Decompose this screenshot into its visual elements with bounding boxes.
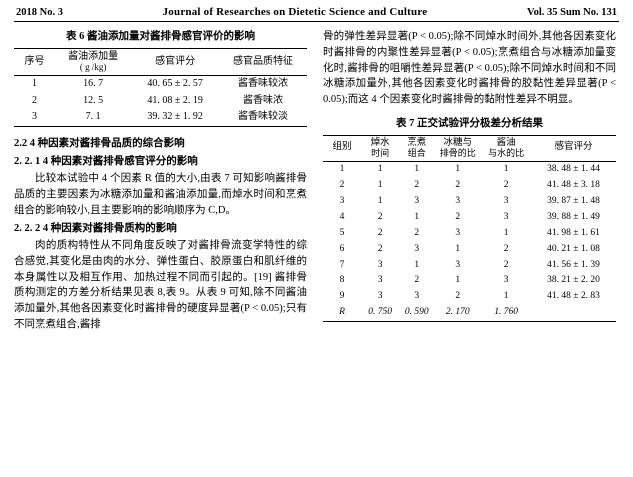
left-column: 表 6 酱油添加量对酱排骨感官评价的影响 序号 酱油添加量 ( g /kg) (14, 29, 307, 333)
table7-col-0: 组别 (323, 134, 362, 163)
table6: 序号 酱油添加量 ( g /kg) 感官评分 感官品质特征 (14, 47, 307, 127)
spacer (323, 108, 616, 116)
two-column-layout: 表 6 酱油添加量对酱排骨感官评价的影响 序号 酱油添加量 ( g /kg) (14, 29, 619, 333)
running-head-center: Journal of Researches on Dietetic Scienc… (162, 6, 428, 18)
table7-col-1: 焯水 时间 (361, 134, 400, 163)
running-head-right: Vol. 35 Sum No. 131 (526, 7, 617, 18)
right-column: 骨的弹性差异显著(P < 0.05);除不同焯水时间外,其他各因素变化时酱排骨的… (323, 29, 616, 333)
table7-col-4: 酱油 与水的比 (481, 134, 531, 163)
table-row: 7 3 1 3 2 41. 56 ± 1. 39 (339, 259, 600, 270)
paragraph-2-2-2: 肉的质构特性从不同角度反映了对酱排骨流变学特性的综合感觉,其变化是由肉的水分、弹… (14, 240, 307, 330)
table6-col-3: 感官品质特征 (219, 47, 307, 77)
table-row: 3 1 3 3 3 39. 87 ± 1. 48 (339, 196, 600, 207)
table7-col-3: 冰糖与 排骨的比 (434, 134, 482, 163)
table-row: 2 1 2 2 2 41. 48 ± 3. 18 (339, 180, 600, 191)
table-row-range: R 0. 750 0. 590 2. 170 1. 760 (323, 305, 616, 323)
table7-col-5: 感官评分 (530, 134, 616, 163)
running-head: 2018 No. 3 Journal of Researches on Diet… (14, 6, 619, 21)
table6-header-row: 序号 酱油添加量 ( g /kg) 感官评分 感官品质特征 (14, 47, 307, 77)
table-row: 4 2 1 2 3 39. 88 ± 1. 49 (339, 211, 600, 222)
table7: 组别 焯水 时间 烹煮 组合 冰糖与 排骨的比 (323, 134, 616, 323)
section-heading-2-2-2: 2. 2. 2 4 种因素对酱排骨质构的影响 (14, 223, 177, 235)
section-heading-2-2: 2.2 4 种因素对酱排骨品质的综合影响 (14, 137, 185, 149)
paragraph-right-top: 骨的弹性差异显著(P < 0.05);除不同焯水时间外,其他各因素变化时酱排骨的… (323, 31, 616, 105)
table7-header-row: 组别 焯水 时间 烹煮 组合 冰糖与 排骨的比 (323, 134, 616, 163)
table7-caption: 表 7 正交试验评分极差分析结果 (396, 117, 543, 129)
table-row: 1 16. 7 40. 65 ± 2. 57 酱香味较浓 (32, 78, 289, 90)
header-divider (14, 21, 619, 22)
table-row: 2 12. 5 41. 08 ± 2. 19 酱香味浓 (32, 94, 284, 106)
table-row: 5 2 2 3 1 41. 98 ± 1. 61 (339, 227, 600, 238)
table-row: 3 7. 1 39. 32 ± 1. 92 酱香味较淡 (14, 109, 307, 127)
table-row: 6 2 3 1 2 40. 21 ± 1. 08 (339, 243, 600, 254)
table6-col-1: 酱油添加量 ( g /kg) (55, 47, 132, 77)
table6-col-0: 序号 (14, 47, 56, 77)
table6-caption: 表 6 酱油添加量对酱排骨感官评价的影响 (66, 31, 255, 42)
table-row: 1 1 1 1 1 38. 48 ± 1. 44 (339, 164, 600, 175)
table-row: 9 3 3 2 1 41. 48 ± 2. 83 (339, 291, 600, 302)
section-heading-2-2-1: 2. 2. 1 4 种因素对酱排骨感官评分的影响 (14, 156, 198, 168)
table-row: 8 3 2 1 3 38. 21 ± 2. 20 (339, 275, 600, 286)
paragraph-2-2-1: 比较本试验中 4 个因素 R 值的大小,由表 7 可知影响酱排骨品质的主要因素为… (14, 173, 307, 216)
running-head-left: 2018 No. 3 (16, 7, 63, 18)
table7-col-2: 烹煮 组合 (399, 134, 435, 163)
table6-col-2: 感官评分 (131, 47, 220, 77)
